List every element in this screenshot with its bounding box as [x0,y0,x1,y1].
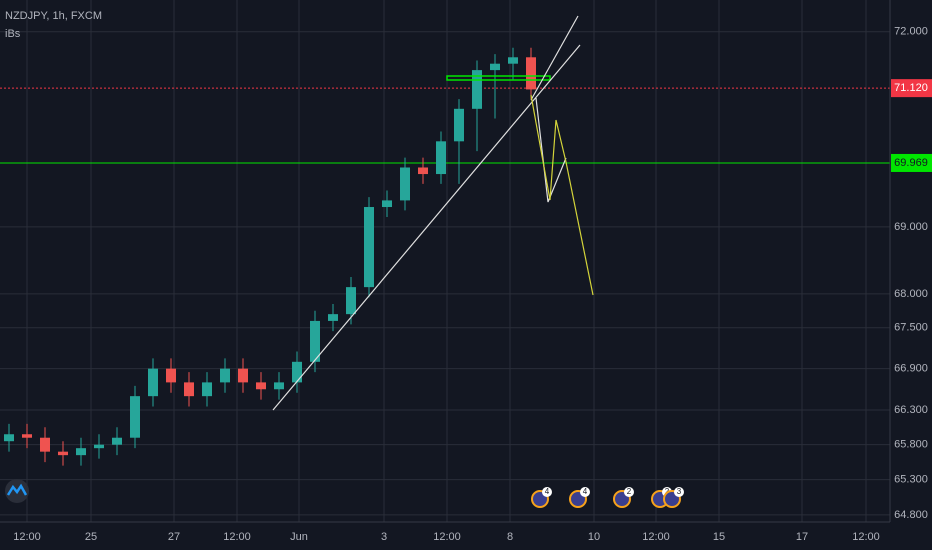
x-tick-label: 12:00 [433,531,461,543]
candle-body [238,368,248,383]
candle-body [328,314,338,321]
candles [4,47,536,466]
y-tick-label: 67.500 [894,322,928,334]
candle-body [436,141,446,175]
y-tick-label: 72.000 [894,26,928,38]
x-tick-label: 10 [588,531,600,543]
x-tick-label: 17 [796,531,808,543]
candle-body [130,396,140,438]
event-badge [580,487,590,497]
candle-body [364,207,374,288]
y-tick-label: 66.300 [894,404,928,416]
projection-line [530,94,594,296]
candle-body [256,382,266,390]
x-tick-label: 12:00 [642,531,670,543]
logo-mark [6,483,28,496]
event-badge [624,487,634,497]
candle-body [4,434,14,442]
x-tick-label: Jun [290,531,308,543]
event-badge [542,487,552,497]
y-tick-label: 65.300 [894,474,928,486]
candle-body [22,434,32,438]
candle-body [310,320,320,362]
price-tag-label: 71.120 [894,82,928,94]
candle-body [400,167,410,201]
candle-body [94,444,104,449]
candle-body [418,167,428,175]
x-tick-label: 12:00 [223,531,251,543]
candle-body [76,448,86,456]
x-tick-label: 15 [713,531,725,543]
x-tick-label: 25 [85,531,97,543]
price-tag [891,153,932,172]
candle-body [346,287,356,315]
trend-line [272,44,581,411]
event-count: 4 [545,487,550,496]
trend-line [530,15,579,101]
x-tick-label: 3 [381,531,387,543]
x-tick-label: 12:00 [852,531,880,543]
y-tick-label: 69.000 [894,221,928,233]
event-count: 2 [627,487,632,496]
candle-body [292,361,302,383]
candle-body [490,63,500,71]
candle-body [112,437,122,445]
y-tick-label: 64.800 [894,509,928,521]
candle-body [166,368,176,383]
candle-body [526,57,536,90]
candle-body [472,70,482,109]
y-tick-label: 66.900 [894,363,928,375]
x-tick-label: 27 [168,531,180,543]
x-tick-label: 8 [507,531,513,543]
event-count: 4 [583,487,588,496]
price-tag-label: 69.969 [894,157,928,169]
y-tick-label: 68.000 [894,288,928,300]
candle-body [148,368,158,397]
candle-body [220,368,230,383]
candle-body [454,108,464,142]
indicator-name: iBs [5,28,21,40]
candle-body [202,382,212,397]
candle-body [58,451,68,456]
x-tick-label: 12:00 [13,531,41,543]
candle-body [274,382,284,390]
grid [0,0,890,522]
drawings [272,15,594,411]
events: 44223 [531,487,684,508]
event-badge [674,487,684,497]
symbol-title: NZDJPY, 1h, FXCM [5,10,102,22]
zone-box [446,75,551,81]
y-tick-label: 65.800 [894,439,928,451]
projection-line [535,97,567,203]
candle-body [508,57,518,64]
price-tag [891,79,932,98]
candle-body [184,382,194,397]
event-count: 3 [677,487,682,496]
candle-body [40,437,50,452]
candle-body [382,200,392,208]
